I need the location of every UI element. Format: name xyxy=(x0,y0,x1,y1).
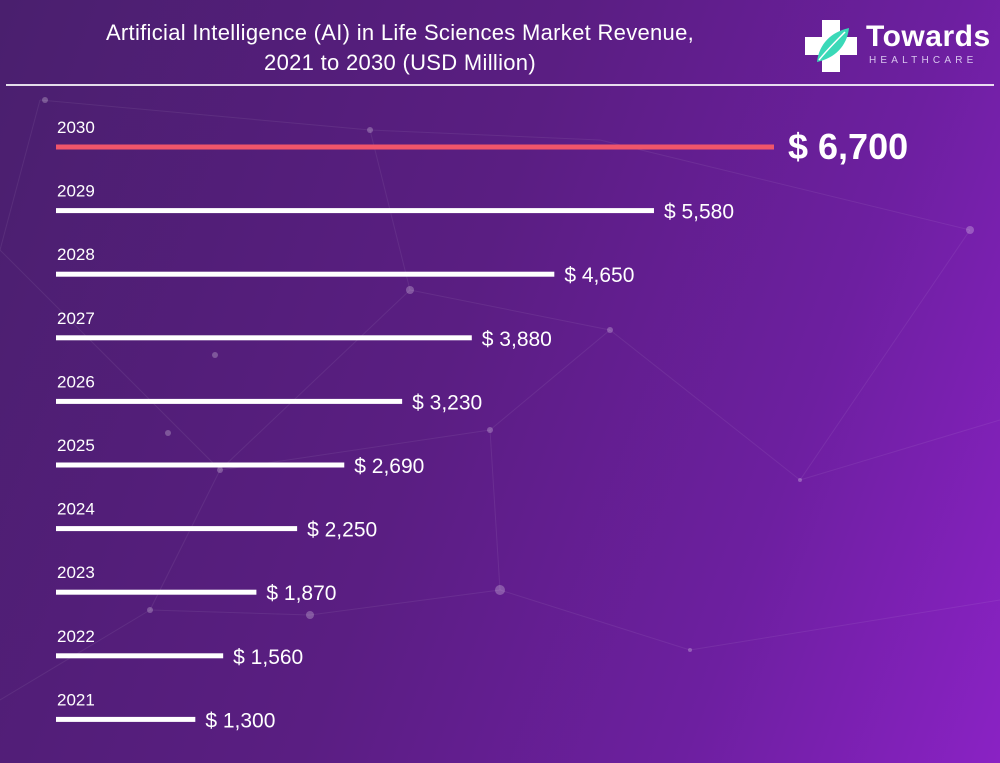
year-label-2028: 2028 xyxy=(57,245,95,264)
year-label-2021: 2021 xyxy=(57,690,95,709)
value-label-2022: $ 1,560 xyxy=(233,646,303,669)
bar-2027 xyxy=(56,335,472,341)
value-label-2028: $ 4,650 xyxy=(564,264,634,287)
chart-title-line-1: Artificial Intelligence (AI) in Life Sci… xyxy=(105,20,695,45)
chart-title: Artificial Intelligence (AI) in Life Sci… xyxy=(20,18,780,78)
logo-name: Towards xyxy=(866,20,991,53)
bar-2024 xyxy=(56,526,298,532)
value-label-2027: $ 3,880 xyxy=(482,328,552,351)
medical-cross-leaf-icon xyxy=(805,20,857,72)
year-label-2025: 2025 xyxy=(57,436,95,455)
bar-2030 xyxy=(56,144,774,150)
value-label-2024: $ 2,250 xyxy=(307,519,377,542)
year-label-2030: 2030 xyxy=(57,118,95,137)
year-label-2026: 2026 xyxy=(57,372,95,391)
logo-subtitle: HEALTHCARE xyxy=(869,55,978,66)
chart-title-line-2: 2021 to 2030 (USD Million) xyxy=(264,50,536,75)
value-label-2026: $ 3,230 xyxy=(412,391,482,414)
header-divider xyxy=(6,84,994,86)
year-label-2023: 2023 xyxy=(57,563,95,582)
value-label-2021: $ 1,300 xyxy=(205,709,275,732)
value-label-2025: $ 2,690 xyxy=(354,455,424,478)
bar-2023 xyxy=(56,589,257,595)
bar-2028 xyxy=(56,271,555,277)
value-label-2029: $ 5,580 xyxy=(664,201,734,224)
year-label-2024: 2024 xyxy=(57,500,95,519)
value-label-2030: $ 6,700 xyxy=(788,126,908,167)
revenue-bar-chart: 2030 $ 6,700 2029 $ 5,580 2028 $ 4,650 2027 $ 3… xyxy=(56,118,908,732)
value-label-2023: $ 1,870 xyxy=(266,582,336,605)
bar-2022 xyxy=(56,653,224,659)
bar-2021 xyxy=(56,716,196,722)
bar-2026 xyxy=(56,398,403,404)
towards-healthcare-logo: Towards HEALTHCARE xyxy=(803,16,991,76)
bar-2025 xyxy=(56,462,345,468)
bar-2029 xyxy=(56,208,654,214)
year-label-2022: 2022 xyxy=(57,627,95,646)
year-label-2027: 2027 xyxy=(57,309,95,328)
year-label-2029: 2029 xyxy=(57,182,95,201)
